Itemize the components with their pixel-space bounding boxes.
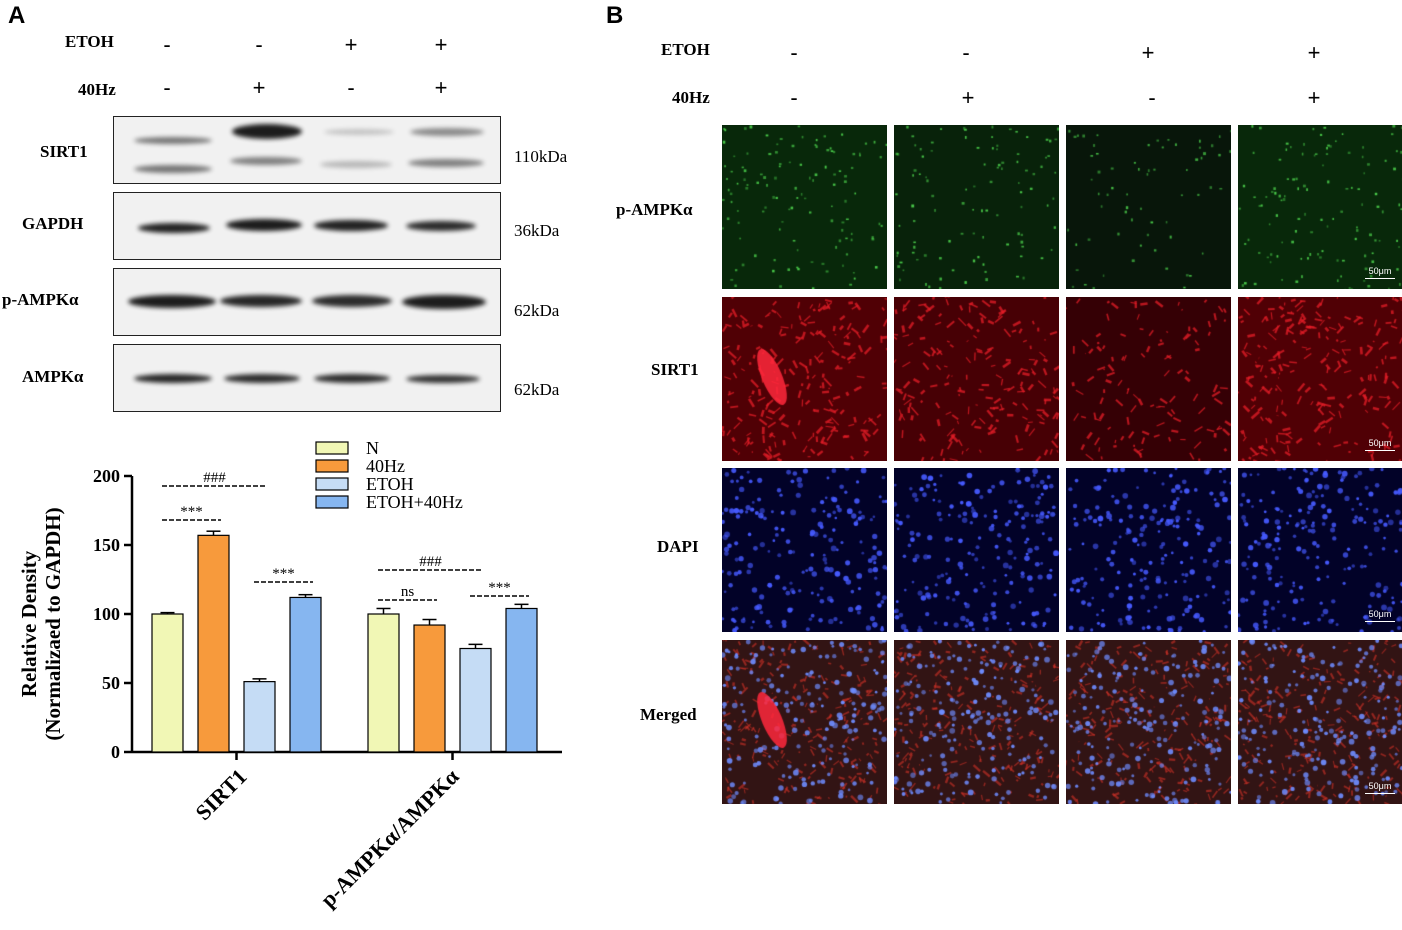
bar	[151, 613, 184, 753]
scale-label: 50μm	[1368, 266, 1392, 276]
significance-label: ***	[180, 504, 203, 520]
scale-label: 50μm	[1368, 609, 1392, 619]
blot-ampk	[113, 344, 501, 412]
legend-swatch	[315, 459, 349, 473]
micrograph-dapi-1	[722, 468, 887, 632]
sign: -	[962, 40, 970, 65]
category-label: SIRT1	[190, 764, 251, 825]
micrograph-merged-2	[894, 640, 1059, 804]
blot-gapdh	[113, 192, 501, 260]
y-tick-label: 0	[111, 742, 120, 762]
sign: +	[1141, 40, 1155, 65]
micrograph-sirt-1	[722, 297, 887, 461]
y-tick-label: 200	[93, 466, 120, 486]
y-tick-label: 100	[93, 604, 120, 624]
micrograph-dapi-4: 50μm	[1238, 468, 1402, 632]
hz-label-a: 40Hz	[78, 80, 116, 99]
bar	[505, 607, 538, 753]
legend-swatch	[315, 441, 349, 455]
bar	[413, 624, 446, 753]
sign: -	[347, 75, 355, 100]
significance-label: ***	[488, 580, 511, 596]
significance-label: ns	[401, 584, 415, 600]
blot-sirt1	[113, 116, 501, 184]
micrograph-pampk-3	[1066, 125, 1231, 289]
legend-swatch	[315, 477, 349, 491]
micrograph-sirt-4: 50μm	[1238, 297, 1402, 461]
micro-label-sirt1: SIRT1	[651, 360, 699, 379]
scale-label: 50μm	[1368, 438, 1392, 448]
scale-bar	[1365, 793, 1395, 794]
kda-pampk: 62kDa	[514, 301, 560, 320]
bar	[243, 681, 276, 753]
sign: -	[255, 32, 263, 57]
micro-label-pampk: p-AMPKα	[616, 200, 693, 219]
micro-label-dapi: DAPI	[657, 537, 699, 556]
bar	[459, 647, 492, 753]
sign: -	[790, 40, 798, 65]
blot-label-pampk: p-AMPKα	[2, 290, 79, 309]
blot-pampk	[113, 268, 501, 336]
sign: -	[790, 85, 798, 110]
micrograph-dapi-3	[1066, 468, 1231, 632]
significance-label: ***	[272, 566, 295, 582]
blot-label-sirt1: SIRT1	[40, 142, 88, 161]
scale-bar	[1365, 450, 1395, 451]
category-label: p-AMPKα/AMPKα	[315, 763, 464, 912]
bar	[367, 613, 400, 753]
sign: -	[163, 75, 171, 100]
y-tick-label: 150	[93, 535, 120, 555]
sign: +	[434, 75, 448, 100]
sign: +	[1307, 85, 1321, 110]
significance-label: ###	[203, 470, 226, 486]
scale-bar	[1365, 278, 1395, 279]
etoh-label-a: ETOH	[65, 32, 114, 51]
legend-label: ETOH	[366, 474, 414, 494]
blot-label-gapdh: GAPDH	[22, 214, 84, 233]
legend-label: ETOH+40Hz	[366, 492, 463, 512]
micrograph-merged-1	[722, 640, 887, 804]
legend-label: 40Hz	[366, 456, 405, 476]
sign: -	[163, 32, 171, 57]
sign: +	[961, 85, 975, 110]
sign: +	[344, 32, 358, 57]
micrograph-sirt-3	[1066, 297, 1231, 461]
micrograph-dapi-2	[894, 468, 1059, 632]
micrograph-merged-3	[1066, 640, 1231, 804]
blot-label-ampk: AMPKα	[22, 367, 84, 386]
y-axis-label: Relative Density	[17, 550, 41, 697]
legend-label: N	[366, 438, 379, 458]
significance-label: ###	[419, 554, 442, 570]
kda-ampk: 62kDa	[514, 380, 560, 399]
kda-gapdh: 36kDa	[514, 221, 560, 240]
hz-label-b: 40Hz	[672, 88, 710, 107]
scale-bar	[1365, 621, 1395, 622]
sign: +	[434, 32, 448, 57]
bar	[289, 596, 322, 753]
sign: +	[1307, 40, 1321, 65]
kda-sirt1: 110kDa	[514, 147, 568, 166]
sign: +	[252, 75, 266, 100]
sign: -	[1148, 85, 1156, 110]
micrograph-pampk-1	[722, 125, 887, 289]
scale-label: 50μm	[1368, 781, 1392, 791]
y-tick-label: 50	[102, 673, 120, 693]
panel-a-letter: A	[8, 2, 26, 29]
micrograph-merged-4: 50μm	[1238, 640, 1402, 804]
micro-label-merged: Merged	[640, 705, 697, 724]
micrograph-pampk-4: 50μm	[1238, 125, 1402, 289]
bar	[197, 534, 230, 753]
micrograph-pampk-2	[894, 125, 1059, 289]
legend-swatch	[315, 495, 349, 509]
panel-b-letter: B	[606, 2, 624, 29]
etoh-label-b: ETOH	[661, 40, 710, 59]
y-axis-label-sub: (Normalizaed to GAPDH)	[41, 507, 65, 740]
micrograph-sirt-2	[894, 297, 1059, 461]
